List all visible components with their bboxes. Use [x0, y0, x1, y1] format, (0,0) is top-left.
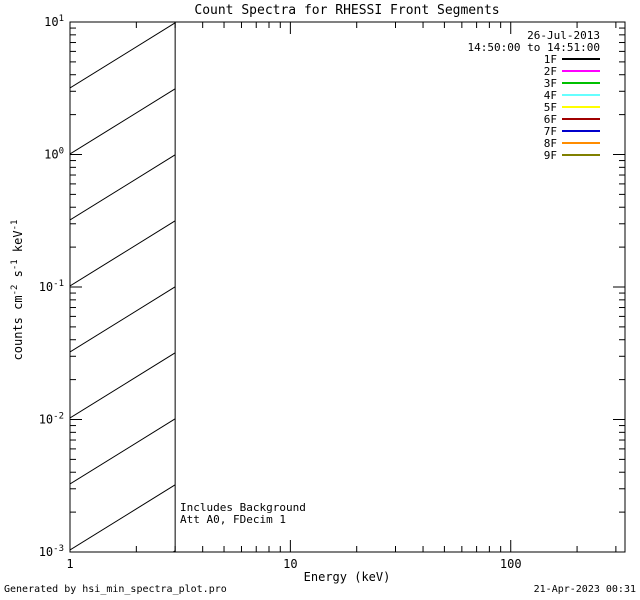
x-tick-label: 10: [283, 557, 297, 571]
legend-label-1F: 1F: [544, 53, 557, 66]
x-axis-title: Energy (keV): [304, 570, 391, 584]
legend-label-9F: 9F: [544, 149, 557, 162]
x-tick-label: 100: [500, 557, 522, 571]
footer-generated-by: Generated by hsi_min_spectra_plot.pro: [4, 584, 227, 595]
y-tick-label: 10-2: [39, 412, 64, 427]
annotation-att-fdecim: Att A0, FDecim 1: [180, 513, 286, 526]
legend-label-2F: 2F: [544, 65, 557, 78]
x-tick-label: 1: [66, 557, 73, 571]
legend-label-6F: 6F: [544, 113, 557, 126]
legend-time-range: 14:50:00 to 14:51:00: [468, 41, 600, 54]
y-tick-label: 10-1: [39, 279, 64, 294]
axes: [69, 21, 626, 553]
hatched-band: [70, 22, 176, 552]
legend-label-7F: 7F: [544, 125, 557, 138]
y-tick-label: 101: [44, 14, 64, 29]
y-tick-label: 10-3: [39, 544, 64, 559]
annotation-includes-background: Includes Background: [180, 501, 306, 514]
y-tick-label: 100: [44, 147, 64, 162]
axis-labels: 1 10 100 101 100 10-1 10-2 10-3 counts cm-2 s-1 …: [10, 14, 522, 571]
y-axis-title: counts cm-2 s-1 keV-1: [10, 220, 25, 361]
legend-date: 26-Jul-2013: [527, 29, 600, 42]
chart-title: Count Spectra for RHESSI Front Segments: [194, 3, 499, 18]
legend-label-3F: 3F: [544, 77, 557, 90]
legend-label-8F: 8F: [544, 137, 557, 150]
footer-timestamp: 21-Apr-2023 00:31: [534, 584, 636, 595]
legend-label-5F: 5F: [544, 101, 557, 114]
legend-label-4F: 4F: [544, 89, 557, 102]
